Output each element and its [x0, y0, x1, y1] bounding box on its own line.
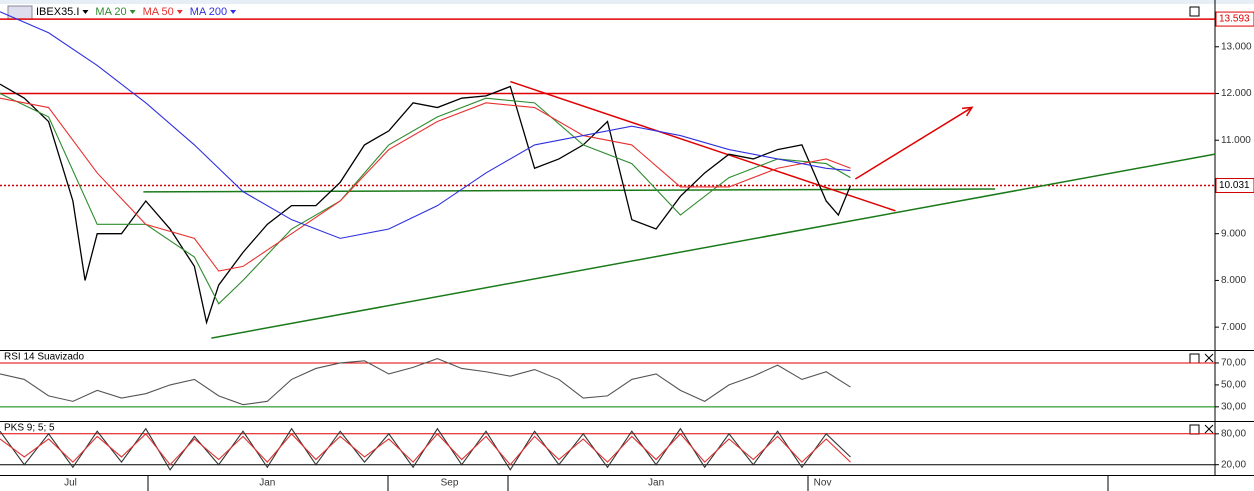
price-label-box — [1215, 11, 1254, 27]
series-line — [0, 93, 851, 305]
trend-line — [211, 153, 1216, 339]
series-line — [0, 83, 852, 325]
trend-line — [510, 80, 896, 212]
y-tick-label: 80,00 — [1221, 428, 1246, 439]
y-tick-label: 70,00 — [1221, 358, 1246, 369]
trend-line — [143, 188, 996, 193]
price-label: 13.593 — [1219, 14, 1250, 25]
panel-title: RSI 14 Suavizado — [4, 352, 84, 363]
x-tick-label: Nov — [814, 478, 832, 489]
price-label: 10.031 — [1219, 180, 1250, 191]
legend-dropdown — [129, 10, 136, 14]
panel-title: PKS 9; 5; 5 — [4, 423, 55, 434]
series-line — [0, 432, 851, 466]
y-tick-label: 20,00 — [1221, 459, 1246, 470]
y-tick-label: 50,00 — [1221, 380, 1246, 391]
legend-entry: MA 20 — [95, 6, 126, 18]
toolbar-strip — [0, 0, 1254, 4]
trend-line — [854, 106, 973, 180]
date-separators — [147, 476, 1109, 491]
y-tick-label: 13.000 — [1221, 41, 1252, 52]
series-line — [0, 357, 851, 406]
y-tick-label: 8.000 — [1221, 275, 1246, 286]
legend-dropdown — [230, 10, 237, 14]
series-line — [0, 97, 851, 272]
price-label-box — [1215, 178, 1254, 194]
y-tick-label: 12.000 — [1221, 88, 1252, 99]
maximize-button[interactable] — [1189, 6, 1200, 17]
y-tick-label: 9.000 — [1221, 228, 1246, 239]
close-button[interactable] — [1204, 424, 1214, 434]
y-tick-label: 11.000 — [1221, 135, 1251, 146]
legend-dropdown — [82, 10, 89, 14]
legend-entry: MA 200 — [190, 6, 227, 18]
close-button[interactable] — [1204, 353, 1214, 363]
x-tick-label: Jul — [64, 478, 77, 489]
y-tick-label: 30,00 — [1221, 401, 1246, 412]
legend-dropdown — [176, 10, 183, 14]
x-tick-label: Jan — [259, 478, 275, 489]
arrow-head — [961, 106, 974, 117]
x-tick-label: Jan — [648, 478, 664, 489]
legend-entry: MA 50 — [143, 6, 174, 18]
series-line — [0, 11, 851, 239]
legend-entry: IBEX35.I — [36, 6, 79, 18]
x-tick-label: Sep — [441, 478, 459, 489]
y-tick-label: 7.000 — [1221, 322, 1246, 333]
